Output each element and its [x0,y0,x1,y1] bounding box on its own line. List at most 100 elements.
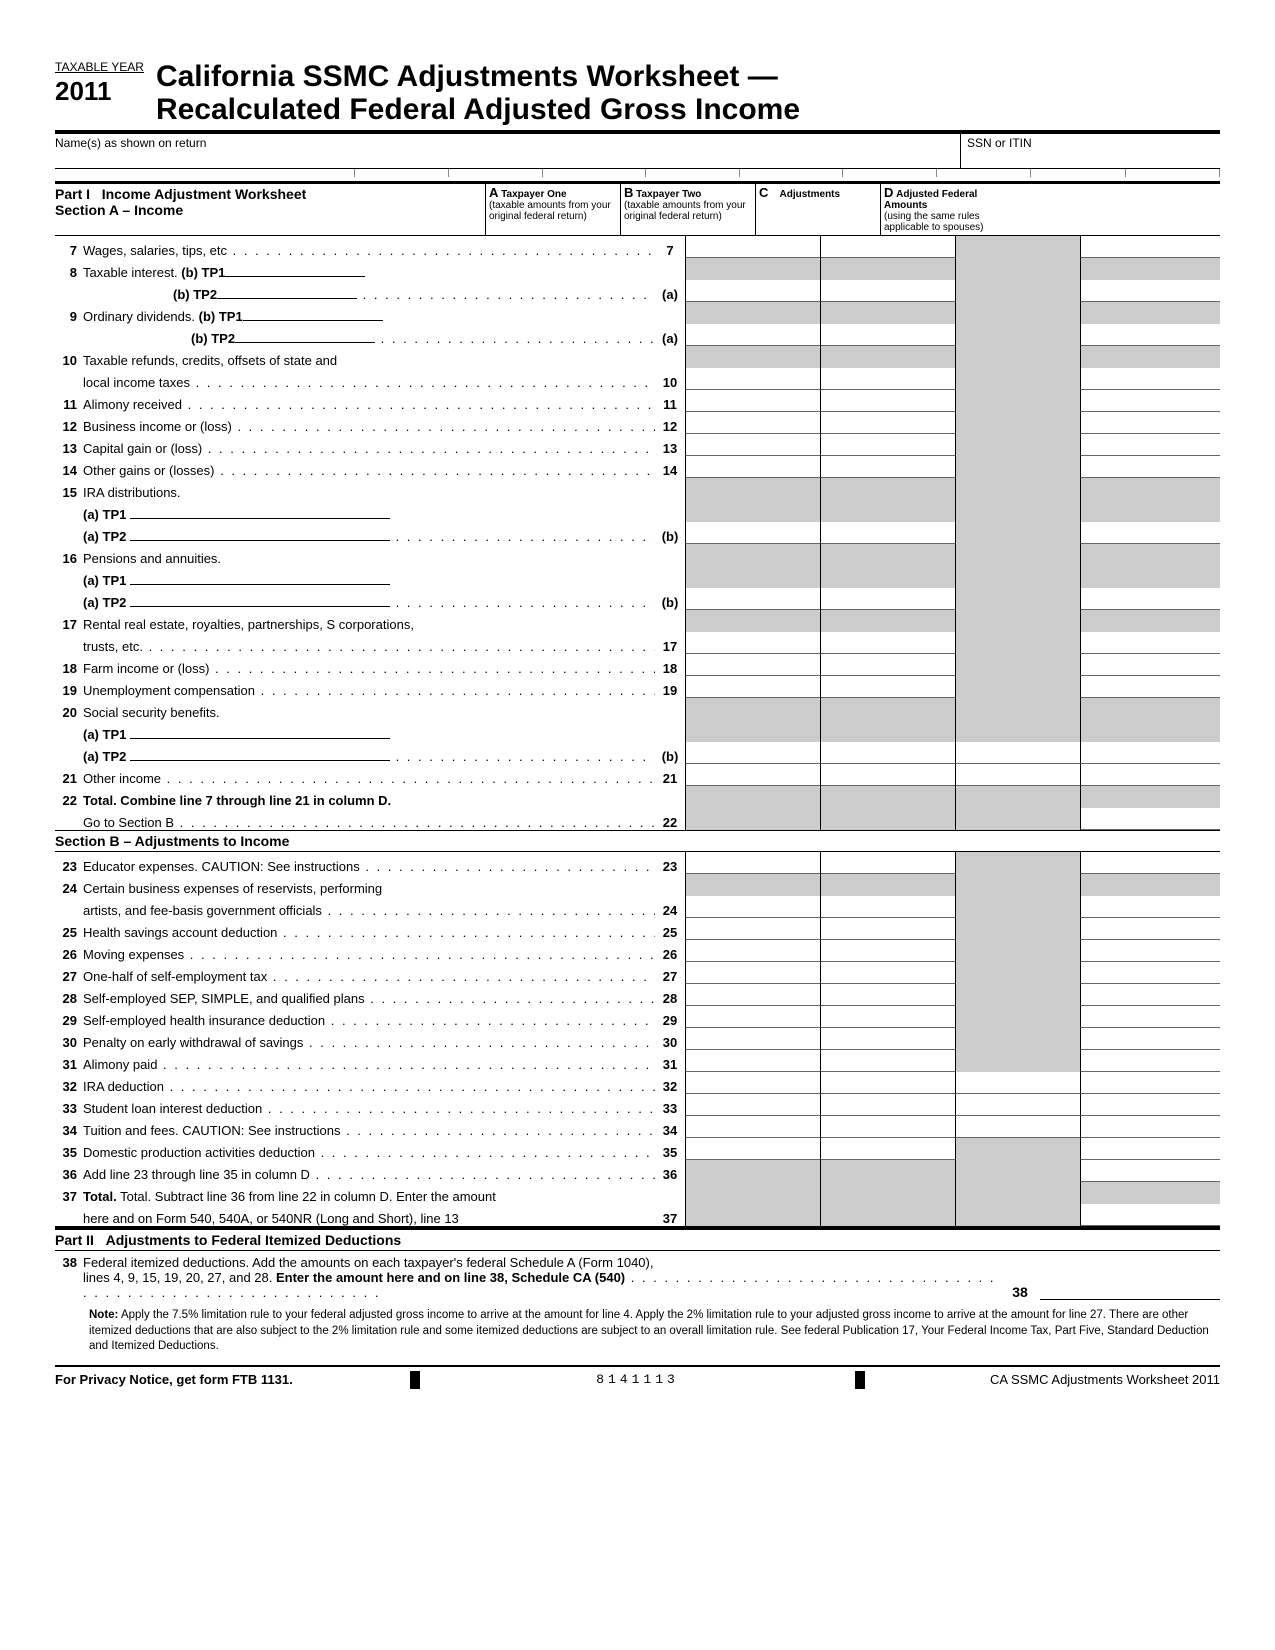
l12-d[interactable] [1080,412,1220,434]
l33-c[interactable] [955,1094,1080,1116]
l32-c[interactable] [955,1072,1080,1094]
l9a-a[interactable] [685,324,820,346]
l12-a[interactable] [685,412,820,434]
l19-a[interactable] [685,676,820,698]
l33-d[interactable] [1080,1094,1220,1116]
l19-b[interactable] [820,676,955,698]
l20b-d[interactable] [1080,742,1220,764]
l21-a[interactable] [685,764,820,786]
l23-b[interactable] [820,852,955,874]
l22-d[interactable] [1080,808,1220,830]
l23-a[interactable] [685,852,820,874]
l24-b[interactable] [820,896,955,918]
l11-a[interactable] [685,390,820,412]
l28-d[interactable] [1080,984,1220,1006]
l9a-d[interactable] [1080,324,1220,346]
l9a-b[interactable] [820,324,955,346]
l13-b[interactable] [820,434,955,456]
l33-a[interactable] [685,1094,820,1116]
l30-a[interactable] [685,1028,820,1050]
l17-d[interactable] [1080,632,1220,654]
l19-d[interactable] [1080,676,1220,698]
l17-a[interactable] [685,632,820,654]
l27-d[interactable] [1080,962,1220,984]
l32-a[interactable] [685,1072,820,1094]
l20b-a[interactable] [685,742,820,764]
l28-a[interactable] [685,984,820,1006]
l31-a[interactable] [685,1050,820,1072]
l16-tp2[interactable] [130,593,390,607]
l38-amount[interactable] [1040,1284,1220,1300]
l27-b[interactable] [820,962,955,984]
l31-d[interactable] [1080,1050,1220,1072]
l25-d[interactable] [1080,918,1220,940]
l14-a[interactable] [685,456,820,478]
l16-tp1[interactable] [130,571,390,585]
l18-a[interactable] [685,654,820,676]
l15b-b[interactable] [820,522,955,544]
l9-tp2[interactable] [235,329,375,343]
l29-b[interactable] [820,1006,955,1028]
l35-a[interactable] [685,1138,820,1160]
l13-d[interactable] [1080,434,1220,456]
l21-d[interactable] [1080,764,1220,786]
l20b-c[interactable] [955,742,1080,764]
l25-b[interactable] [820,918,955,940]
l25-a[interactable] [685,918,820,940]
l32-d[interactable] [1080,1072,1220,1094]
l26-d[interactable] [1080,940,1220,962]
l34-d[interactable] [1080,1116,1220,1138]
l10-a[interactable] [685,368,820,390]
l8a-d[interactable] [1080,280,1220,302]
l34-a[interactable] [685,1116,820,1138]
l30-b[interactable] [820,1028,955,1050]
l15b-d[interactable] [1080,522,1220,544]
l26-b[interactable] [820,940,955,962]
l20b-b[interactable] [820,742,955,764]
l20-tp1[interactable] [130,725,390,739]
l9-tp1[interactable] [243,307,383,321]
l36-d[interactable] [1080,1160,1220,1182]
l26-a[interactable] [685,940,820,962]
l34-b[interactable] [820,1116,955,1138]
l11-b[interactable] [820,390,955,412]
l37-d[interactable] [1080,1204,1220,1226]
l16b-a[interactable] [685,588,820,610]
l14-b[interactable] [820,456,955,478]
l15-tp2[interactable] [130,527,390,541]
l29-a[interactable] [685,1006,820,1028]
l24-a[interactable] [685,896,820,918]
l31-b[interactable] [820,1050,955,1072]
l23-d[interactable] [1080,852,1220,874]
l7-b[interactable] [820,236,955,258]
l34-c[interactable] [955,1116,1080,1138]
l14-d[interactable] [1080,456,1220,478]
l24-d[interactable] [1080,896,1220,918]
l21-b[interactable] [820,764,955,786]
l18-b[interactable] [820,654,955,676]
l8-tp1[interactable] [225,263,365,277]
l13-a[interactable] [685,434,820,456]
l11-d[interactable] [1080,390,1220,412]
l29-d[interactable] [1080,1006,1220,1028]
l35-d[interactable] [1080,1138,1220,1160]
l30-d[interactable] [1080,1028,1220,1050]
l10-d[interactable] [1080,368,1220,390]
l15-tp1[interactable] [130,505,390,519]
l20-tp2[interactable] [130,747,390,761]
l16b-d[interactable] [1080,588,1220,610]
l8a-a[interactable] [685,280,820,302]
l21-c[interactable] [955,764,1080,786]
l7-d[interactable] [1080,236,1220,258]
l15b-a[interactable] [685,522,820,544]
l28-b[interactable] [820,984,955,1006]
l7-a[interactable] [685,236,820,258]
l32-b[interactable] [820,1072,955,1094]
l27-a[interactable] [685,962,820,984]
l8-tp2[interactable] [217,285,357,299]
l18-d[interactable] [1080,654,1220,676]
l10-b[interactable] [820,368,955,390]
l8a-b[interactable] [820,280,955,302]
l16b-b[interactable] [820,588,955,610]
l35-b[interactable] [820,1138,955,1160]
